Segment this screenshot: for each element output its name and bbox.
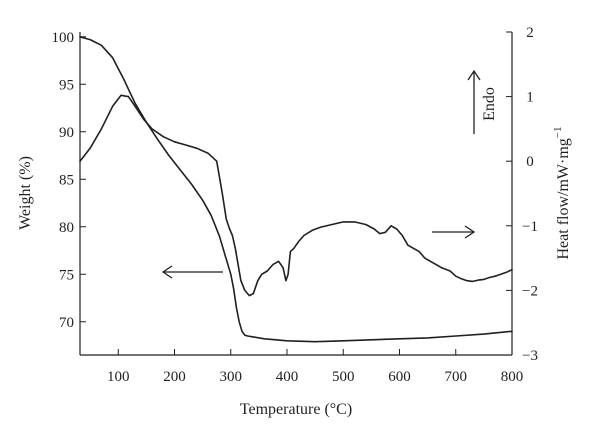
right-y-tick-label: −2: [522, 283, 538, 299]
x-axis-title: Temperature (°C): [240, 401, 352, 418]
x-tick-label: 700: [445, 369, 468, 385]
right-y-axis-title: Heat flow/mW·mg−1: [552, 126, 572, 259]
x-axis-ticks: 100 200 300 400 500 600 700 800: [107, 349, 523, 385]
left-y-axis-ticks: 70 75 80 85 90 95 100: [52, 30, 86, 331]
x-tick-label: 400: [276, 369, 299, 385]
x-tick-label: 100: [107, 369, 130, 385]
left-y-tick-label: 100: [52, 30, 75, 46]
left-y-tick-label: 90: [59, 125, 74, 141]
right-y-tick-label: −3: [522, 348, 538, 364]
axes: [79, 32, 513, 356]
left-arrow-head: [161, 265, 173, 279]
right-y-tick-label: −1: [522, 219, 538, 235]
left-y-tick-label: 95: [59, 77, 74, 93]
left-y-tick-label: 80: [59, 220, 74, 236]
x-tick-label: 500: [332, 369, 355, 385]
endo-label: Endo: [481, 87, 498, 121]
series-lines: [79, 36, 513, 343]
left-axis-arrow: [161, 265, 223, 279]
x-tick-label: 600: [388, 369, 411, 385]
right-y-tick-label: 1: [526, 90, 534, 106]
right-y-axis-title-superscript: −1: [552, 126, 564, 138]
weight-line: [79, 36, 513, 343]
left-y-tick-label: 70: [59, 315, 74, 331]
x-tick-label: 200: [163, 369, 186, 385]
x-tick-label: 300: [220, 369, 243, 385]
endo-arrow-head: [467, 69, 481, 81]
right-axis-arrow: [432, 225, 476, 239]
endo-annotation: Endo: [467, 69, 498, 134]
left-y-tick-label: 85: [59, 172, 74, 188]
right-y-tick-label: 2: [526, 25, 534, 41]
right-y-axis-title-main: Heat flow/mW·mg: [555, 138, 572, 259]
right-y-tick-label: 0: [526, 154, 534, 170]
left-y-axis-title: Weight (%): [17, 156, 34, 230]
x-tick-label: 800: [501, 369, 524, 385]
heat-flow-line: [79, 94, 513, 297]
left-y-tick-label: 75: [59, 267, 74, 283]
right-arrow-head: [464, 225, 476, 239]
right-y-axis-ticks: −3 −2 −1 0 1 2: [506, 25, 538, 364]
